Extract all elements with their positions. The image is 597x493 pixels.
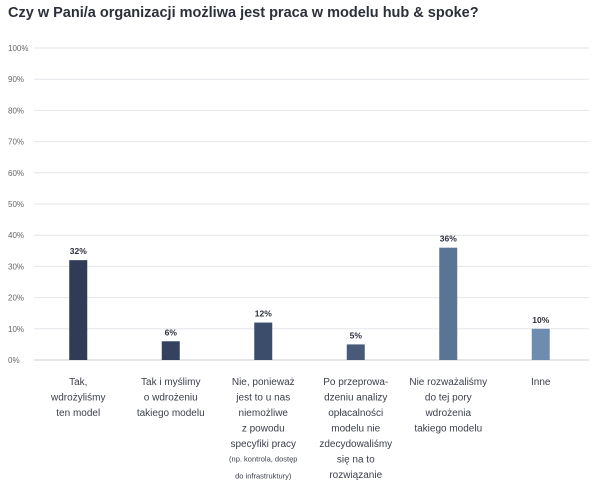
category-label: opłacalności	[328, 408, 383, 419]
y-tick-label: 10%	[8, 325, 24, 334]
category-label: dzeniu analizy	[324, 393, 387, 404]
y-tick-label: 100%	[8, 44, 28, 53]
data-label: 36%	[440, 234, 457, 244]
category-label: o wdrożeniu	[144, 393, 198, 404]
category-label: się na to	[337, 455, 375, 466]
category-label: takiego modelu	[414, 424, 482, 435]
category-label: Nie, ponieważ	[232, 377, 295, 388]
category-label: jest to u nas	[235, 393, 290, 404]
category-label-note: do infrastruktury)	[235, 472, 292, 481]
category-label: Nie rozważaliśmy	[409, 377, 487, 388]
category-label: zdecydowaliśmy	[319, 439, 392, 450]
bar	[439, 247, 458, 360]
category-label: wdrożyliśmy	[50, 393, 105, 404]
bar	[254, 322, 273, 360]
y-tick-label: 60%	[8, 169, 24, 178]
category-label: Tak i myślimy	[141, 377, 200, 388]
data-label: 32%	[70, 246, 87, 256]
category-label: wdrożenia	[424, 408, 471, 419]
bar	[346, 344, 365, 360]
category-label: specyfiki pracy	[230, 439, 296, 450]
data-label: 5%	[350, 330, 363, 340]
data-label: 6%	[165, 327, 178, 337]
category-label: Inne	[531, 377, 551, 388]
y-tick-label: 50%	[8, 200, 24, 209]
bar	[531, 328, 550, 360]
category-label: Tak,	[69, 377, 87, 388]
chart-title: Czy w Pani/a organizacji możliwa jest pr…	[8, 5, 479, 21]
bar	[69, 260, 88, 360]
data-label: 12%	[255, 309, 272, 319]
category-label: ten model	[56, 408, 100, 419]
y-tick-label: 20%	[8, 294, 24, 303]
category-label: modelu nie	[331, 424, 380, 435]
category-label: niemożliwe	[239, 408, 289, 419]
bar	[161, 341, 180, 360]
category-label: Po przeprowa-	[323, 377, 388, 388]
y-tick-label: 0%	[8, 356, 20, 365]
category-label: do tej pory	[425, 393, 472, 404]
data-label: 10%	[532, 315, 549, 325]
y-tick-label: 40%	[8, 231, 24, 240]
y-tick-label: 80%	[8, 106, 24, 115]
category-label: z powodu	[242, 424, 285, 435]
y-tick-label: 90%	[8, 75, 24, 84]
category-label-note: (np. kontrola, dostęp	[229, 455, 297, 464]
category-label: rozwiązanie	[329, 470, 382, 481]
category-label: takiego modelu	[137, 408, 205, 419]
y-tick-label: 70%	[8, 138, 24, 147]
y-tick-label: 30%	[8, 262, 24, 271]
